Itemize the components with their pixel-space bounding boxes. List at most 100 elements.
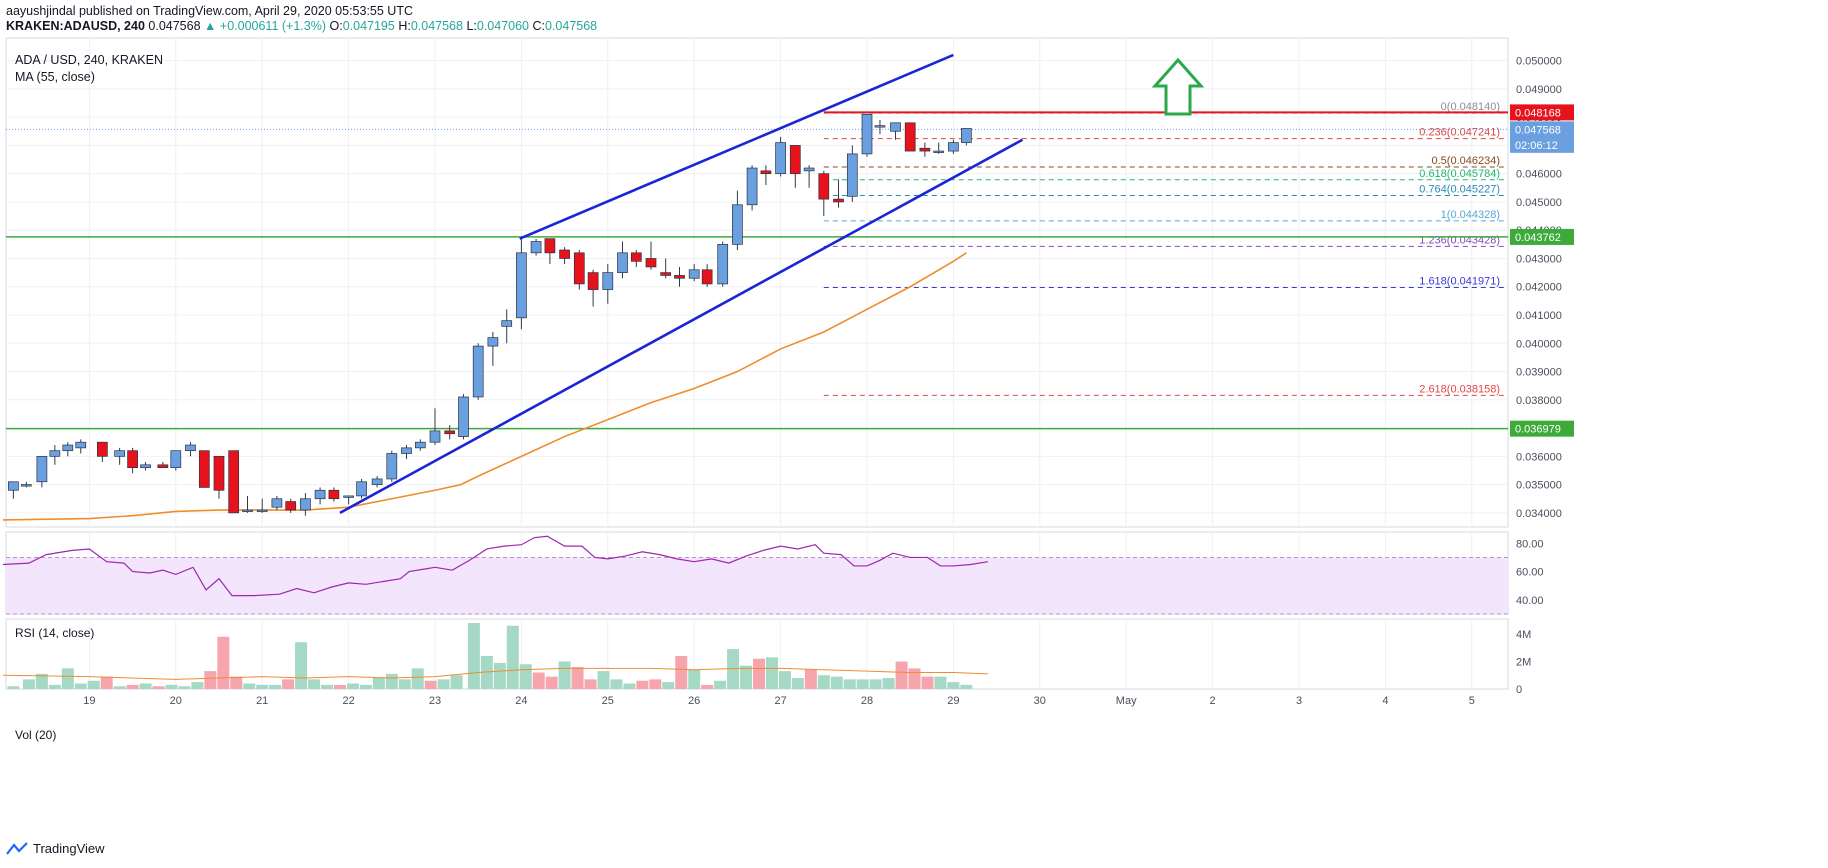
fib-label: 1.236(0.043428) bbox=[1419, 234, 1500, 246]
candle-body bbox=[674, 275, 685, 279]
volume-bar bbox=[895, 661, 908, 689]
x-tick-label: 5 bbox=[1469, 695, 1475, 707]
horizontal-levels bbox=[6, 111, 1508, 430]
low-value: 0.047060 bbox=[476, 19, 530, 33]
volume-bar bbox=[843, 679, 856, 689]
volume-bar bbox=[346, 683, 359, 689]
candle-body bbox=[8, 481, 19, 491]
candle-body bbox=[961, 128, 972, 143]
price-tag-box bbox=[1510, 228, 1574, 245]
volume-bar bbox=[714, 680, 727, 689]
candle-body bbox=[444, 430, 456, 435]
upper-trend-line bbox=[519, 53, 954, 240]
candle-body bbox=[157, 464, 169, 468]
price-pane-frame bbox=[5, 37, 1509, 528]
candle-body bbox=[760, 170, 772, 175]
ma55-line bbox=[2, 252, 967, 521]
volume-bar bbox=[269, 684, 282, 689]
price-tag-label: 0.048168 bbox=[1515, 107, 1561, 119]
volume-bar bbox=[35, 673, 48, 689]
volume-bar bbox=[321, 684, 333, 689]
volume-bar bbox=[830, 676, 843, 689]
y-tick-label: 0.042000 bbox=[1516, 282, 1562, 294]
volume-bar bbox=[675, 656, 688, 689]
fib-label: 0.764(0.045227) bbox=[1419, 184, 1500, 196]
volume-bar bbox=[662, 682, 675, 689]
y-tick-label: 0.041000 bbox=[1516, 310, 1562, 322]
volume-bar bbox=[584, 679, 597, 689]
volume-tick-label: 0 bbox=[1516, 684, 1522, 696]
volume-bar bbox=[882, 678, 895, 689]
candle-body bbox=[789, 145, 801, 175]
x-tick-label: 24 bbox=[515, 695, 527, 707]
up-arrow-shape bbox=[1151, 57, 1205, 116]
author-name[interactable]: aayushjindal bbox=[6, 4, 76, 18]
rsi-tick-label: 80.00 bbox=[1516, 538, 1544, 550]
volume-bar bbox=[506, 625, 519, 689]
volume-bar bbox=[398, 679, 411, 689]
candle-body bbox=[701, 269, 713, 285]
volume-bar bbox=[727, 649, 740, 689]
volume-bar bbox=[908, 668, 921, 689]
candle-body bbox=[114, 450, 125, 457]
candle-body bbox=[544, 238, 556, 254]
volume-tick-label: 2M bbox=[1516, 657, 1531, 669]
volume-bar bbox=[623, 683, 636, 689]
x-tick-label: 3 bbox=[1296, 695, 1302, 707]
candle-body bbox=[228, 450, 240, 514]
volume-bar bbox=[308, 679, 321, 689]
x-tick-label: 21 bbox=[256, 695, 268, 707]
rsi-tick-label: 40.00 bbox=[1516, 595, 1544, 607]
volume-bar bbox=[778, 671, 791, 689]
volume-bar bbox=[204, 671, 217, 689]
volume-bar bbox=[765, 657, 778, 689]
volume-bar bbox=[139, 683, 152, 689]
lower-trend-line bbox=[339, 138, 1024, 515]
x-tick-label: May bbox=[1116, 695, 1137, 707]
volume-bar bbox=[597, 671, 610, 689]
y-tick-label: 0.045000 bbox=[1516, 197, 1562, 209]
candle-body bbox=[732, 204, 743, 245]
volume-bar bbox=[385, 673, 398, 689]
volume-bar bbox=[87, 680, 100, 689]
x-tick-label: 20 bbox=[170, 695, 182, 707]
price-tag-box bbox=[1510, 104, 1574, 121]
y-tick-label: 0.039000 bbox=[1516, 367, 1562, 379]
candle-body bbox=[356, 481, 367, 497]
fib-label: 0.5(0.046234) bbox=[1432, 155, 1501, 167]
tradingview-logo-icon bbox=[6, 841, 28, 855]
candle-body bbox=[97, 441, 108, 457]
volume-pane bbox=[2, 623, 988, 689]
candle-body bbox=[833, 198, 844, 203]
volume-bar bbox=[934, 676, 947, 689]
last-price: 0.047568 bbox=[148, 19, 201, 33]
y-tick-label: 0.040000 bbox=[1516, 338, 1562, 350]
volume-bar bbox=[817, 675, 830, 689]
tradingview-logo[interactable]: TradingView bbox=[6, 841, 105, 856]
candle-body bbox=[242, 509, 253, 512]
candle-body bbox=[775, 142, 786, 175]
volume-bar bbox=[165, 684, 178, 689]
x-tick-label: 4 bbox=[1382, 695, 1388, 707]
up-arrow-icon bbox=[1151, 57, 1205, 116]
volume-bar bbox=[113, 686, 126, 689]
volume-bar bbox=[450, 675, 463, 689]
y-tick-label: 0.043000 bbox=[1516, 253, 1562, 265]
volume-bar bbox=[22, 679, 35, 689]
candle-body bbox=[170, 450, 182, 468]
volume-bar bbox=[519, 664, 532, 689]
candle-body bbox=[846, 153, 858, 197]
fib-label: 0.236(0.047241) bbox=[1419, 127, 1500, 139]
candle-body bbox=[904, 122, 916, 152]
volume-bar bbox=[701, 684, 714, 689]
volume-bar bbox=[545, 676, 558, 689]
fib-label: 0(0.048140) bbox=[1441, 101, 1500, 113]
candle-body bbox=[573, 252, 585, 285]
x-tick-label: 2 bbox=[1210, 695, 1216, 707]
fib-label: 2.618(0.038158) bbox=[1419, 383, 1500, 395]
volume-bar bbox=[178, 686, 191, 689]
volume-bar bbox=[295, 642, 308, 689]
candle-body bbox=[414, 441, 426, 449]
candle-body bbox=[343, 495, 354, 498]
